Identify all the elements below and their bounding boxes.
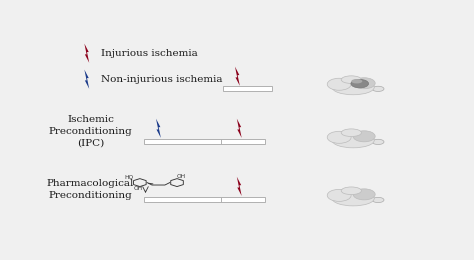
Ellipse shape bbox=[341, 129, 361, 136]
Ellipse shape bbox=[353, 78, 375, 89]
Polygon shape bbox=[84, 70, 89, 89]
Ellipse shape bbox=[332, 80, 374, 95]
Text: OH: OH bbox=[176, 174, 186, 179]
Ellipse shape bbox=[327, 189, 351, 201]
Polygon shape bbox=[156, 119, 161, 138]
Ellipse shape bbox=[353, 189, 375, 200]
Ellipse shape bbox=[351, 80, 369, 88]
Text: Pharmacological
Preconditioning: Pharmacological Preconditioning bbox=[47, 179, 134, 200]
Text: Non-injurious ischemia: Non-injurious ischemia bbox=[101, 75, 222, 84]
Ellipse shape bbox=[372, 86, 384, 92]
Ellipse shape bbox=[372, 139, 384, 145]
Text: HO: HO bbox=[124, 175, 134, 180]
Ellipse shape bbox=[341, 76, 361, 83]
Ellipse shape bbox=[351, 79, 362, 83]
Ellipse shape bbox=[341, 187, 361, 194]
Ellipse shape bbox=[332, 133, 374, 148]
Polygon shape bbox=[237, 177, 242, 196]
Text: Ischemic
Preconditioning
(IPC): Ischemic Preconditioning (IPC) bbox=[49, 115, 132, 147]
Bar bbox=[144, 197, 265, 202]
Bar bbox=[223, 86, 272, 91]
Text: Injurious ischemia: Injurious ischemia bbox=[101, 49, 198, 58]
Polygon shape bbox=[84, 44, 89, 63]
Text: OH: OH bbox=[134, 186, 143, 191]
Ellipse shape bbox=[353, 131, 375, 142]
Ellipse shape bbox=[332, 191, 374, 206]
Ellipse shape bbox=[372, 197, 384, 203]
Polygon shape bbox=[235, 67, 240, 86]
Ellipse shape bbox=[327, 131, 351, 143]
Polygon shape bbox=[237, 119, 242, 138]
Ellipse shape bbox=[327, 78, 351, 90]
Bar bbox=[144, 139, 265, 144]
